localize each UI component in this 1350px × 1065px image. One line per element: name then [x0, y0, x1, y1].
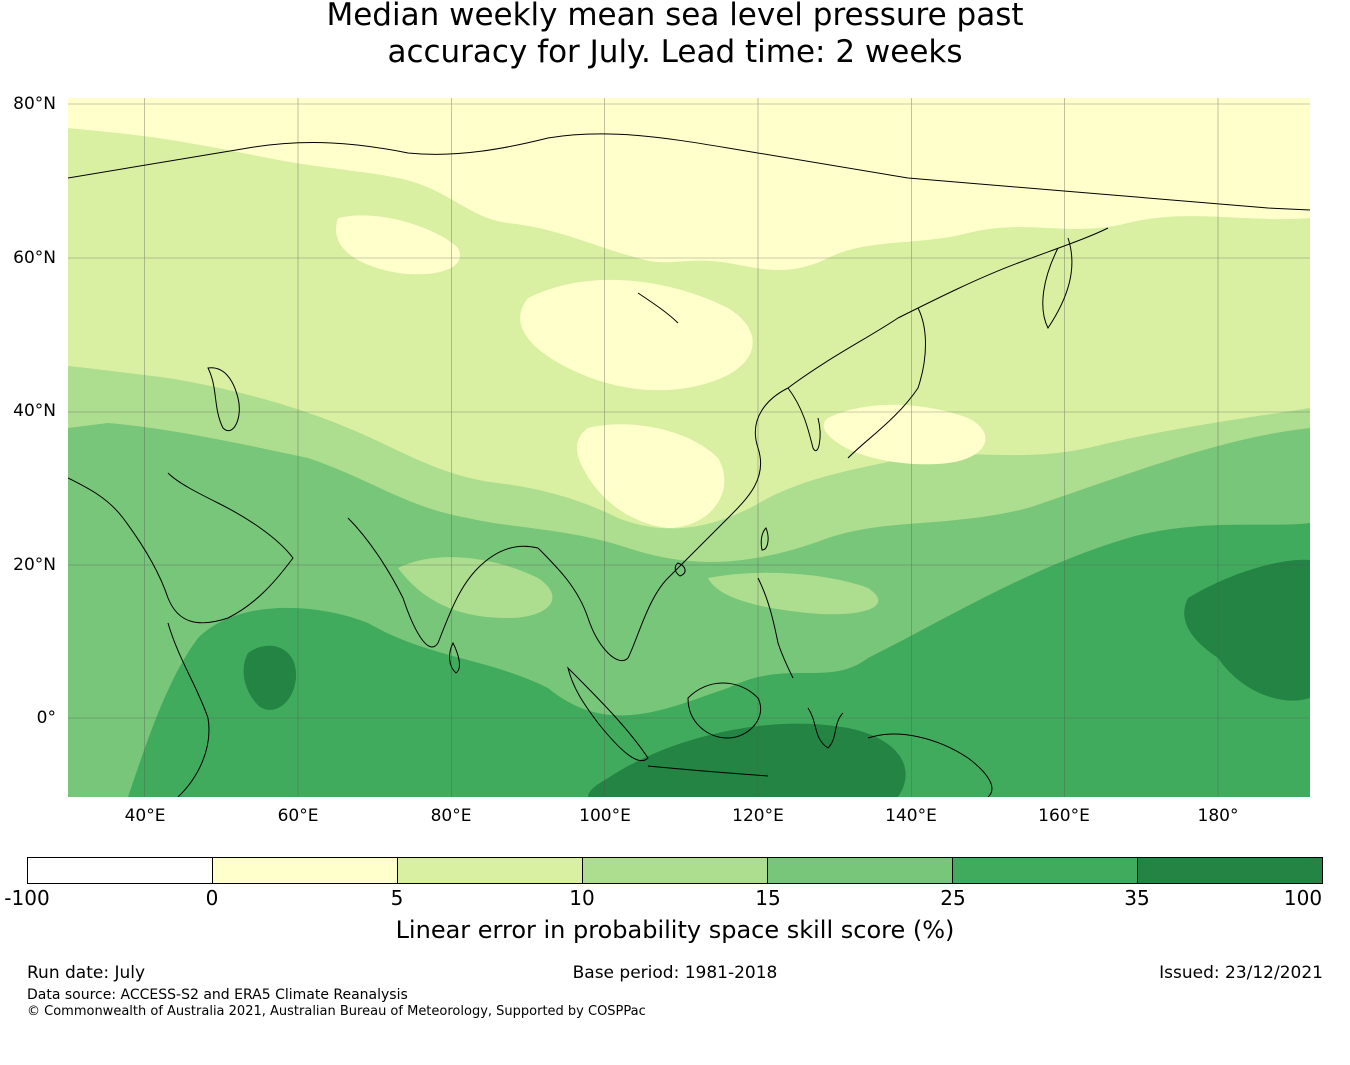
colorbar	[27, 857, 1323, 884]
coast-japan	[847, 307, 926, 459]
coast-far-east	[787, 227, 1109, 389]
skill-score-map	[68, 98, 1310, 797]
run-date: Run date: July	[27, 963, 146, 983]
field-0-5-north	[68, 98, 1310, 270]
field-25-35-arabian	[196, 631, 378, 780]
lat-label-0: 0°	[36, 708, 56, 728]
coast-arctic	[68, 133, 1310, 211]
coast-new-guinea	[867, 733, 993, 797]
colorbar-label: Linear error in probability space skill …	[395, 916, 955, 944]
colorbar-tick-25: 25	[940, 886, 966, 910]
field-0-5-china	[576, 424, 725, 528]
data-source: Data source: ACCESS-S2 and ERA5 Climate …	[27, 987, 408, 1003]
field-0-5-mongolia	[520, 279, 753, 391]
colorbar-segment-15-25	[768, 858, 953, 883]
coast-hainan	[674, 562, 686, 577]
field-0-5-westsiberia	[336, 215, 460, 275]
base-period: Base period: 1981-2018	[572, 963, 778, 983]
colorbar-segment-5-10	[398, 858, 583, 883]
coast-india	[347, 517, 539, 648]
coast-borneo	[687, 682, 762, 739]
colorbar-segment-0-5	[213, 858, 398, 883]
coast-caspian	[207, 367, 240, 431]
coast-kamchatka	[1042, 237, 1073, 329]
map-title-line2: accuracy for July. Lead time: 2 weeks	[387, 34, 963, 70]
field-35-100-pacific	[1184, 559, 1310, 701]
lon-label-120e: 120°E	[732, 806, 784, 826]
colorbar-tick-5: 5	[390, 886, 404, 910]
field-25-35	[128, 523, 1310, 797]
lat-label-60n: 60°N	[13, 248, 56, 268]
coast-sumatra	[567, 666, 649, 761]
lat-label-80n: 80°N	[13, 94, 56, 114]
coast-sulawesi	[807, 707, 844, 749]
coast-taiwan	[760, 527, 769, 551]
colorbar-segment-neg100-0	[28, 858, 213, 883]
colorbar-tick-15: 15	[755, 886, 781, 910]
coast-korea	[787, 387, 821, 451]
coast-sri-lanka	[449, 641, 460, 674]
issued-date: Issued: 23/12/2021	[1159, 963, 1323, 983]
field-0-5-japan-sea	[823, 404, 986, 465]
lon-label-80e: 80°E	[430, 806, 472, 826]
lon-label-40e: 40°E	[124, 806, 166, 826]
coast-arabia	[68, 472, 294, 624]
coast-se-asia	[537, 387, 789, 661]
colorbar-segment-35-100	[1138, 858, 1322, 883]
lon-label-160e: 160°E	[1038, 806, 1090, 826]
lon-label-60e: 60°E	[277, 806, 319, 826]
coast-philippines	[757, 577, 794, 679]
map-title-line1: Median weekly mean sea level pressure pa…	[326, 0, 1024, 33]
colorbar-segment-25-35	[953, 858, 1138, 883]
field-10-15-india	[398, 557, 553, 618]
coast-east-africa	[167, 622, 210, 797]
lon-label-180: 180°	[1197, 806, 1239, 826]
lat-label-40n: 40°N	[13, 401, 56, 421]
field-10-15-westpac	[708, 572, 879, 615]
colorbar-tick-10: 10	[569, 886, 595, 910]
lat-label-20n: 20°N	[13, 555, 56, 575]
coast-baikal	[637, 292, 679, 324]
colorbar-segment-10-15	[583, 858, 768, 883]
gridlines	[68, 98, 1310, 797]
colorbar-tick-0: 0	[205, 886, 219, 910]
colorbar-tick-neg100: -100	[4, 886, 50, 910]
field-35-100-banda	[588, 723, 906, 797]
coast-java	[647, 765, 769, 777]
field-35-100-somali	[243, 645, 297, 710]
colorbar-tick-100: 100	[1283, 886, 1323, 910]
colorbar-tick-35: 35	[1124, 886, 1150, 910]
copyright: © Commonwealth of Australia 2021, Austra…	[27, 1004, 646, 1019]
coastlines	[68, 133, 1310, 797]
lon-label-100e: 100°E	[579, 806, 631, 826]
lon-label-140e: 140°E	[885, 806, 937, 826]
